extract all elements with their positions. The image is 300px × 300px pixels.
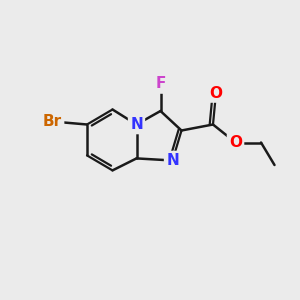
Text: O: O: [229, 135, 242, 150]
Text: N: N: [166, 153, 179, 168]
Text: F: F: [155, 76, 166, 92]
Text: N: N: [130, 117, 143, 132]
Text: O: O: [229, 135, 242, 150]
Text: O: O: [209, 85, 223, 100]
Text: N: N: [130, 117, 143, 132]
Text: O: O: [209, 85, 223, 100]
Text: N: N: [166, 153, 179, 168]
Text: Br: Br: [43, 114, 62, 129]
Text: F: F: [155, 76, 166, 92]
Text: Br: Br: [43, 114, 62, 129]
